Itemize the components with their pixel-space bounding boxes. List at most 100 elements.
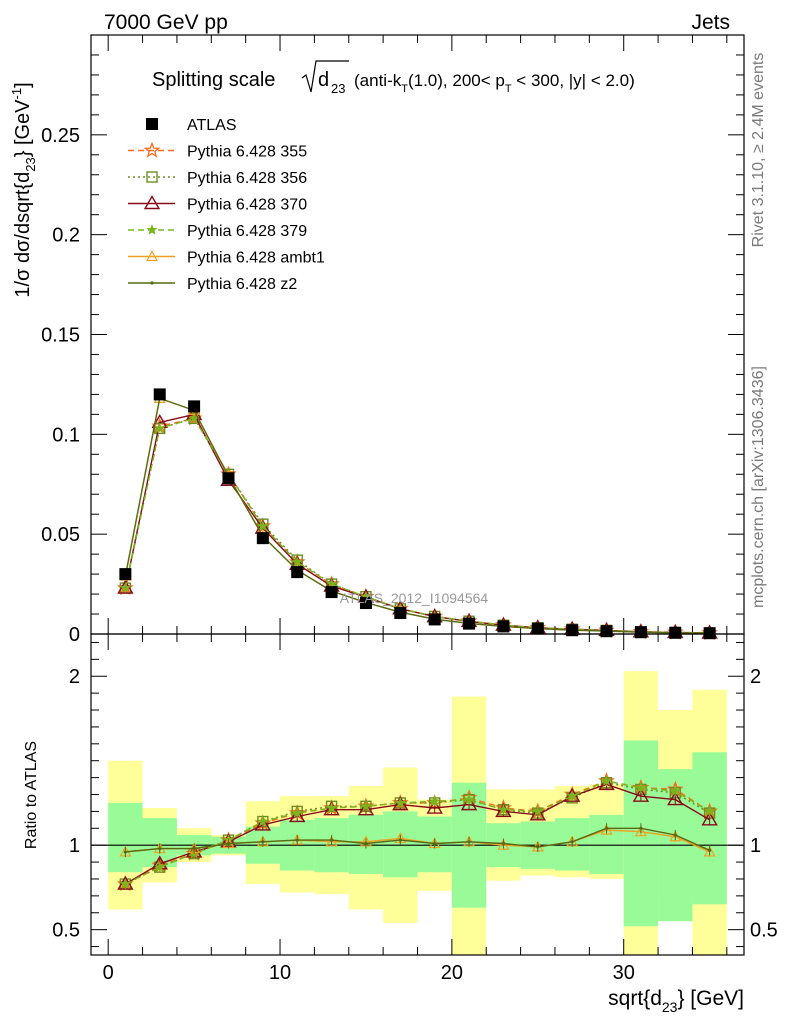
x-tick-label: 10 [269, 962, 291, 984]
main-data-point [566, 624, 579, 637]
x-tick-label: 30 [613, 962, 635, 984]
legend-marker-ambt1 [145, 250, 159, 262]
ratio-marker-p379 [566, 790, 578, 801]
title-part-c: < 300, |y| < 2.0) [512, 71, 635, 90]
legend-marker-z2 [150, 281, 154, 285]
ratio-marker-z2 [295, 838, 299, 842]
main-data-point [634, 626, 647, 639]
ratio-marker-p370 [529, 806, 547, 821]
ratio-marker-z2 [604, 826, 609, 830]
ratio-y-tick-label-right: 1 [750, 835, 761, 857]
ratio-marker-p379 [532, 805, 544, 817]
ratio-marker-p379 [601, 775, 613, 786]
main-y-tick-label: 0.2 [52, 225, 80, 247]
ratio-marker-p370 [288, 808, 306, 823]
main-data-point [497, 620, 510, 633]
ratio-marker-p379 [154, 861, 166, 872]
ratio-marker-p379 [669, 785, 681, 796]
x-tick-label: 20 [441, 962, 463, 984]
main-y-tick-label: 0.15 [41, 325, 80, 347]
mcplots-label: mcplots.cern.ch [arXiv:1306.3436] [750, 366, 767, 608]
legend-marker-p370 [143, 195, 161, 210]
ratio-marker-p379 [257, 815, 269, 827]
legend-marker-p355 [143, 141, 161, 158]
title-part-a: (anti-k [354, 71, 402, 90]
ratio-marker-ambt1 [634, 825, 647, 837]
analysis-watermark: ATLAS_2012_I1094564 [340, 590, 489, 606]
ratio-y-axis-label: Ratio to ATLAS [23, 741, 40, 849]
main-data-point [256, 532, 269, 545]
ratio-marker-z2 [158, 846, 162, 851]
title-sqrt-sub: 23 [331, 81, 345, 96]
ratio-y-tick-label: 1 [69, 835, 80, 857]
main-data-point [428, 613, 441, 626]
legend-label-p370: Pythia 6.428 370 [187, 197, 307, 214]
ratio-inner-band [692, 752, 727, 905]
ratio-marker-p379 [704, 805, 716, 817]
main-data-point [359, 597, 372, 610]
ratio-marker-p370 [460, 796, 478, 811]
main-data-point [188, 400, 201, 413]
chart-title: Splitting scale d 23 (anti-kT(1.0), 200<… [152, 60, 635, 96]
ratio-marker-ambt1 [497, 838, 510, 850]
ratio-marker-z2 [536, 845, 540, 849]
ratio-marker-ambt1 [703, 845, 716, 857]
rivet-label: Rivet 3.1.10, ≥ 2.4M events [750, 53, 767, 248]
main-data-point [703, 627, 716, 640]
ratio-marker-p370 [254, 816, 272, 831]
svg-text:(anti-kT(1.0), 200< pT < 300,: (anti-kT(1.0), 200< pT < 300, |y| < 2.0) [354, 71, 635, 95]
ratio-marker-p370 [701, 811, 718, 826]
ratio-line-z2 [125, 827, 710, 853]
main-data-point [669, 626, 682, 639]
main-y-tick-label: 0.1 [52, 424, 80, 446]
legend-marker-p379 [146, 224, 158, 235]
main-data-point [291, 566, 304, 579]
legend-marker-p356 [146, 171, 158, 183]
ratio-marker-p379 [429, 795, 441, 806]
legend-marker-data [146, 118, 158, 130]
ratio-y-tick-label: 2 [69, 666, 80, 688]
ratio-marker-z2 [123, 850, 127, 854]
ratio-marker-z2 [329, 838, 334, 842]
main-data-point [394, 607, 407, 620]
ratio-inner-band [108, 802, 143, 873]
ratio-marker-z2 [261, 840, 265, 844]
sqrt-symbol [301, 60, 349, 93]
header-right-label: Jets [691, 11, 730, 34]
ratio-line-p379 [125, 780, 710, 885]
main-data-point [222, 472, 235, 485]
ratio-marker-p370 [426, 799, 443, 814]
ratio-marker-z2 [467, 840, 471, 844]
ratio-marker-z2 [398, 838, 402, 842]
ratio-marker-ambt1 [325, 835, 338, 847]
ratio-marker-p379 [463, 793, 475, 805]
legend-label-p356: Pythia 6.428 356 [187, 170, 307, 187]
legend: ATLAS Pythia 6.428 355 Pythia 6.428 356 Pyt… [128, 117, 325, 293]
ratio-marker-p370 [495, 803, 512, 818]
main-y-tick-label: 0 [69, 624, 80, 646]
ratio-marker-p370 [667, 791, 684, 806]
ratio-marker-z2 [192, 846, 196, 851]
title-part-b: (1.0), 200< p [408, 71, 505, 90]
ratio-marker-z2 [364, 841, 368, 846]
legend-label-p355: Pythia 6.428 355 [187, 144, 307, 161]
legend-label-z2: Pythia 6.428 z2 [187, 276, 297, 293]
ratio-marker-p370 [598, 775, 615, 791]
ratio-marker-p370 [357, 801, 375, 816]
main-marker-p379 [119, 582, 131, 593]
legend-label-ambt1: Pythia 6.428 ambt1 [187, 250, 325, 267]
ratio-marker-p379 [119, 878, 131, 889]
main-y-tick-label: 0.25 [41, 125, 80, 147]
ratio-marker-p370 [323, 801, 340, 816]
main-panel: 0 0.05 0.1 0.15 0.2 0.25 [41, 34, 745, 646]
title-sqrt-var: d [318, 69, 329, 91]
main-y-tick-label: 0.05 [41, 524, 80, 546]
ratio-marker-p370 [632, 787, 650, 802]
x-axis-label: sqrt{d23} [GeV] [608, 987, 744, 1015]
ratio-y-tick-label-right: 2 [750, 666, 761, 688]
main-data-point [325, 586, 338, 599]
title-sub-a: T [401, 83, 408, 95]
ratio-marker-z2 [708, 848, 712, 852]
main-data-point [119, 568, 132, 581]
